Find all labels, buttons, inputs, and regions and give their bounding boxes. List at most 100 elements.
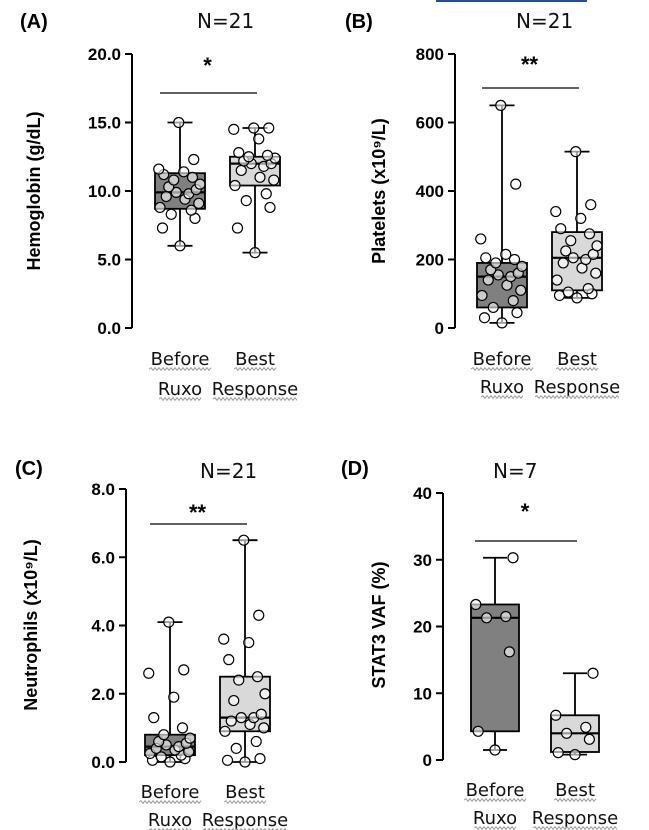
x-category-label-line1: Before bbox=[466, 780, 525, 801]
data-point bbox=[555, 223, 567, 235]
data-point bbox=[239, 756, 251, 768]
data-point bbox=[490, 257, 502, 269]
x-category-label-line2: Response bbox=[534, 377, 620, 398]
data-point bbox=[170, 186, 182, 198]
box-series-1 bbox=[475, 99, 528, 329]
chart-title: N=21 bbox=[200, 459, 257, 483]
x-category-label-line2: Ruxo bbox=[158, 379, 202, 400]
data-point bbox=[250, 735, 262, 748]
data-point bbox=[591, 240, 603, 252]
data-point bbox=[253, 609, 265, 621]
data-point bbox=[508, 253, 521, 266]
data-point bbox=[500, 248, 512, 260]
x-category-label-line2: Ruxo bbox=[148, 810, 192, 830]
data-point bbox=[495, 99, 507, 111]
data-point bbox=[219, 725, 231, 737]
x-category-label-line2: Ruxo bbox=[480, 377, 524, 398]
data-point bbox=[583, 228, 596, 240]
data-point bbox=[186, 171, 199, 183]
panel-label: (B) bbox=[345, 11, 373, 33]
spellcheck-underline bbox=[555, 366, 599, 372]
panel-label: (D) bbox=[341, 458, 369, 480]
x-category-label-line1: Before bbox=[151, 349, 210, 370]
y-tick-label: 20 bbox=[413, 618, 432, 637]
spellcheck-underline bbox=[138, 799, 202, 805]
data-point bbox=[571, 292, 583, 304]
data-point bbox=[233, 147, 245, 159]
box-series-1 bbox=[470, 552, 520, 756]
y-tick-label: 2.0 bbox=[91, 685, 115, 704]
x-category-label-line1: Before bbox=[141, 782, 200, 803]
data-point bbox=[570, 146, 582, 158]
data-point bbox=[511, 306, 523, 319]
data-point bbox=[148, 712, 160, 724]
data-point bbox=[251, 671, 264, 683]
spellcheck-underline bbox=[473, 825, 517, 830]
data-point bbox=[550, 709, 562, 721]
data-point bbox=[243, 636, 255, 649]
data-point bbox=[268, 174, 280, 186]
data-point bbox=[223, 654, 235, 666]
data-point bbox=[489, 744, 501, 756]
data-point bbox=[221, 754, 234, 766]
y-tick-label: 4.0 bbox=[91, 617, 115, 636]
x-category-label-line2: Response bbox=[202, 810, 288, 830]
data-point bbox=[165, 208, 177, 220]
data-point bbox=[231, 222, 244, 234]
chart-panel-c: (C) N=21 0.0 2.0 4.0 6.0 8.0 Neutrophils (x10⁹/… bbox=[15, 458, 288, 830]
data-point bbox=[480, 252, 492, 264]
y-axis-label: Platelets (x10⁹/L) bbox=[369, 118, 389, 264]
data-point bbox=[583, 733, 596, 745]
y-tick-label: 8.0 bbox=[91, 480, 115, 499]
y-tick-label: 400 bbox=[416, 182, 444, 201]
y-tick-label: 800 bbox=[416, 45, 444, 64]
y-axis-label: Hemoglobin (g/dL) bbox=[24, 112, 44, 271]
data-point bbox=[255, 708, 267, 720]
data-point bbox=[476, 289, 488, 302]
data-point bbox=[263, 122, 275, 134]
data-point bbox=[492, 269, 504, 281]
spellcheck-underline bbox=[480, 394, 524, 400]
data-point bbox=[551, 274, 563, 286]
spellcheck-underline bbox=[233, 366, 277, 372]
data-point bbox=[472, 725, 484, 737]
data-point bbox=[254, 171, 266, 183]
data-point bbox=[264, 201, 276, 214]
panel-label: (A) bbox=[20, 11, 48, 33]
chart-title: N=21 bbox=[197, 9, 254, 33]
data-point bbox=[475, 233, 487, 245]
data-point bbox=[550, 205, 562, 218]
data-point bbox=[254, 752, 266, 765]
data-point bbox=[567, 252, 579, 264]
data-point bbox=[569, 749, 581, 761]
y-tick-label: 10 bbox=[413, 684, 432, 703]
box-series-2 bbox=[550, 146, 603, 304]
data-point bbox=[582, 283, 594, 295]
box-series-2 bbox=[218, 534, 271, 768]
data-point bbox=[185, 204, 197, 216]
data-point bbox=[560, 245, 572, 257]
data-point bbox=[478, 312, 491, 324]
data-point bbox=[163, 616, 175, 628]
data-point bbox=[194, 178, 206, 190]
spellcheck-underline bbox=[553, 797, 597, 803]
y-axis-label: STAT3 VAF (%) bbox=[369, 562, 389, 689]
data-point bbox=[575, 212, 587, 224]
chart-title: N=21 bbox=[516, 9, 573, 33]
x-category-label-line1: Best bbox=[235, 349, 275, 370]
data-point bbox=[580, 253, 592, 266]
spellcheck-underline bbox=[470, 366, 534, 372]
chart-panel-b: (B) N=21 0 200 400 600 800 Platelets (x10⁹/L) **… bbox=[345, 9, 620, 400]
spellcheck-underline bbox=[148, 366, 212, 372]
data-point bbox=[153, 163, 165, 175]
data-point bbox=[249, 247, 261, 259]
data-point bbox=[230, 742, 242, 754]
data-point bbox=[261, 149, 274, 161]
data-point bbox=[253, 133, 265, 145]
y-tick-label: 40 bbox=[413, 484, 432, 503]
data-point bbox=[168, 691, 180, 703]
data-point bbox=[552, 747, 564, 759]
data-point bbox=[258, 722, 270, 734]
data-point bbox=[173, 116, 185, 129]
